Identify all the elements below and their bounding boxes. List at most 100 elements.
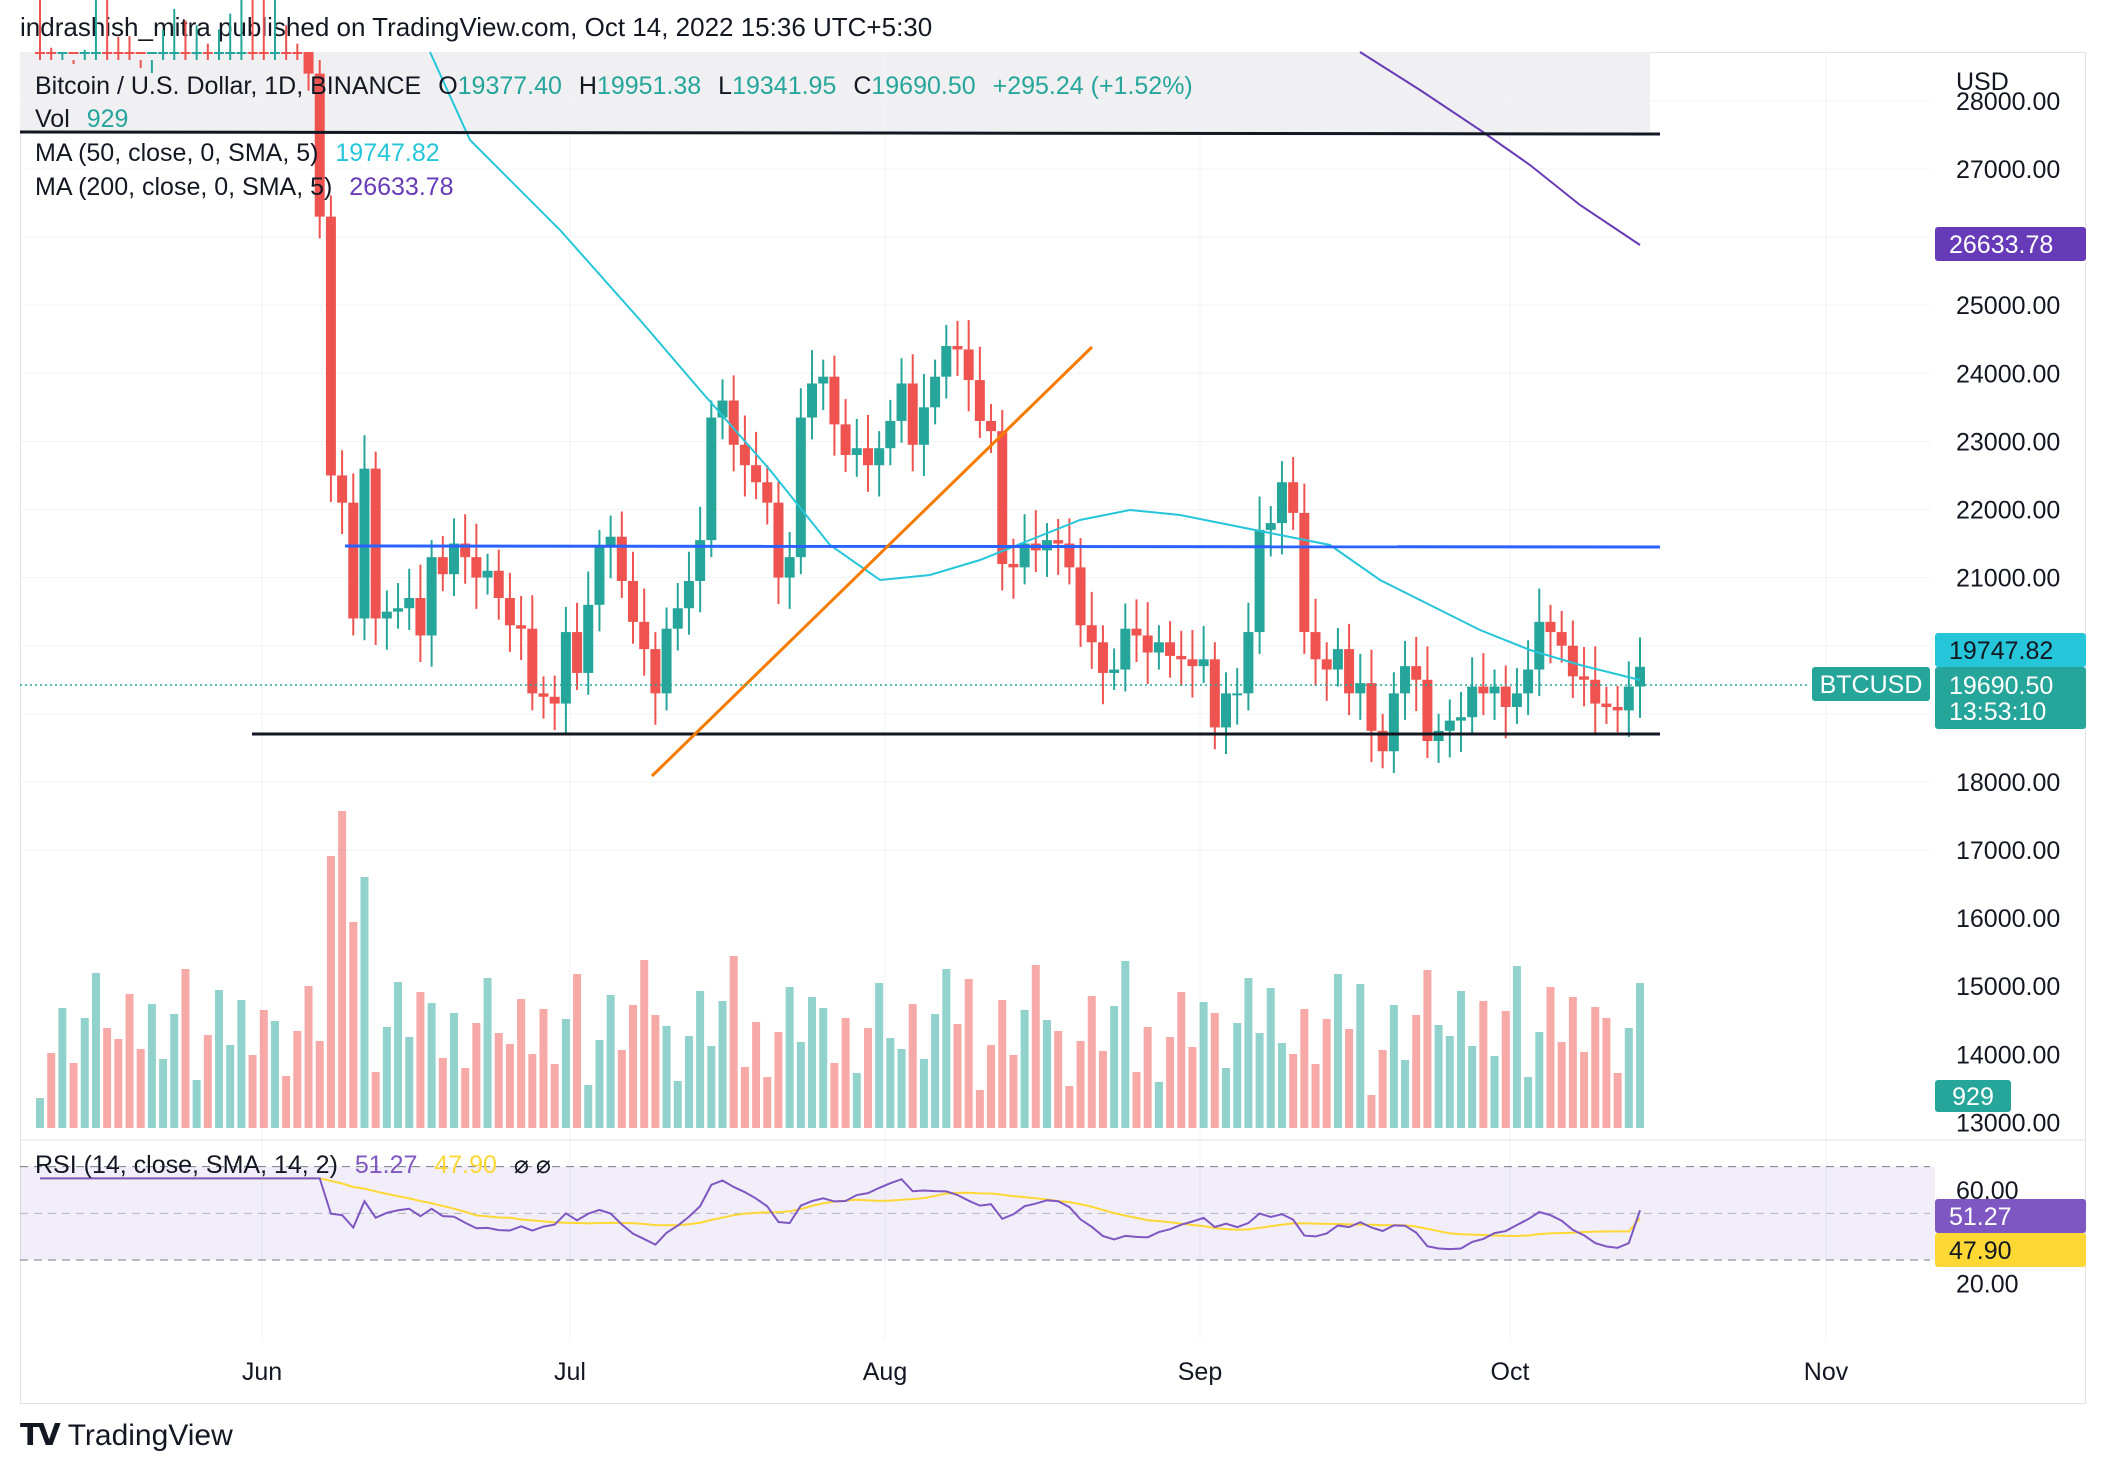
candle-body [1523,669,1534,694]
candle-body [840,424,851,455]
legend-ma200-label[interactable]: MA (200, close, 0, SMA, 5) [35,173,333,201]
volume-bar [304,986,313,1128]
ma200-badge: 26633.78 [1949,231,2053,259]
candle-body [572,632,583,673]
price-tick-label: 17000.00 [1956,837,2060,865]
volume-bar [897,1049,906,1128]
candle-body [762,482,773,503]
volume-bar [1210,1013,1219,1128]
volume-bar [293,1031,302,1128]
volume-bar [1132,1072,1141,1128]
volume-bar [953,1024,962,1128]
candle-body [683,580,694,609]
volume-bar [1501,1011,1510,1128]
volume-bar [449,1013,458,1128]
candle-body [269,52,280,54]
candle-body [639,621,650,650]
volume-bar [136,1049,145,1128]
axis-currency: USD [1956,68,2009,96]
symbol-badge-bg [1812,667,1930,701]
candle-body [1232,693,1243,696]
volume-bar [1233,1023,1242,1128]
month-label: Jul [554,1358,586,1386]
candle-body [1176,655,1187,660]
volume-bar [1412,1015,1421,1128]
volume-bar [36,1098,44,1128]
volume-bar [483,978,492,1128]
volume-bar [584,1085,593,1128]
candle-body [549,696,560,704]
legend-rsi-ma-value: 47.90 [434,1151,497,1179]
candle-body [1276,482,1287,524]
volume-bar [1031,965,1040,1128]
candle-body [348,502,359,619]
price-tick-label: 23000.00 [1956,428,2060,456]
candle-body [292,52,303,54]
price-tick-label: 13000.00 [1956,1109,2060,1137]
volume-bar [1512,966,1521,1128]
price-tick-label: 14000.00 [1956,1041,2060,1069]
volume-bar [561,1019,570,1128]
volume-bar [1098,1051,1107,1128]
volume-bar [752,1022,761,1128]
candle-body [739,444,750,466]
candle-body [169,52,180,54]
candle-body [1310,632,1321,660]
volume-bar [517,999,526,1128]
volume-bar [416,992,425,1128]
tradingview-logo[interactable]: 𝗧𝗩 TradingView [20,1418,233,1453]
volume-bar [1300,1009,1309,1128]
volume-bar [819,1008,828,1128]
candle-body [359,468,370,619]
legend-rsi-icons[interactable]: ⌀ ⌀ [513,1151,551,1179]
volume-bar [651,1015,660,1128]
price-tick-label: 16000.00 [1956,905,2060,933]
month-label: Oct [1491,1358,1530,1386]
candle-body [236,52,247,54]
candle-body [818,376,829,384]
legend-ma50-label[interactable]: MA (50, close, 0, SMA, 5) [35,139,319,167]
candle-body [717,400,728,418]
legend-vol-label[interactable]: Vol [35,105,70,133]
month-label: Aug [863,1358,907,1386]
volume-bar [1445,1036,1454,1128]
candle-body [997,431,1008,564]
legend-ma50: MA (50, close, 0, SMA, 5) 19747.82 [35,139,450,168]
volume-bar [1333,974,1342,1128]
candle-body [784,557,795,578]
candle-body [795,417,806,558]
legend-symbol[interactable]: Bitcoin / U.S. Dollar, 1D, BINANCE [35,72,422,100]
volume-bar [405,1037,414,1128]
candle-body [1467,686,1478,718]
candle-body [1601,703,1612,707]
candle-body [851,448,862,455]
candle-body [146,52,157,54]
tradingview-logo-icon: 𝗧𝗩 [20,1419,61,1452]
price-tick-label: 24000.00 [1956,360,2060,388]
candle-body [963,349,974,381]
candle-body [1165,642,1176,656]
volume-bar [461,1068,470,1128]
candle-body [1556,632,1567,646]
legend-rsi-label[interactable]: RSI (14, close, SMA, 14, 2) [35,1151,338,1179]
candle-body [1075,567,1086,626]
candle-body [1400,666,1411,694]
volume-bar [1524,1077,1533,1128]
volume-bar [629,1005,638,1128]
volume-bar [796,1042,805,1128]
resistance-line-top [19,130,1661,136]
candle-body [314,73,325,217]
candle-body [1120,628,1131,670]
volume-bar [226,1045,235,1128]
volume-bar [91,973,100,1128]
candle-body [1321,659,1332,670]
legend-ma200-value: 26633.78 [349,173,454,201]
candle-body [337,475,348,503]
candle-body [325,216,336,476]
volume-bar [394,982,403,1128]
volume-bar [1434,1025,1443,1128]
candle-body [874,448,885,466]
month-label: Sep [1178,1358,1222,1386]
volume-bar [1277,1043,1286,1128]
